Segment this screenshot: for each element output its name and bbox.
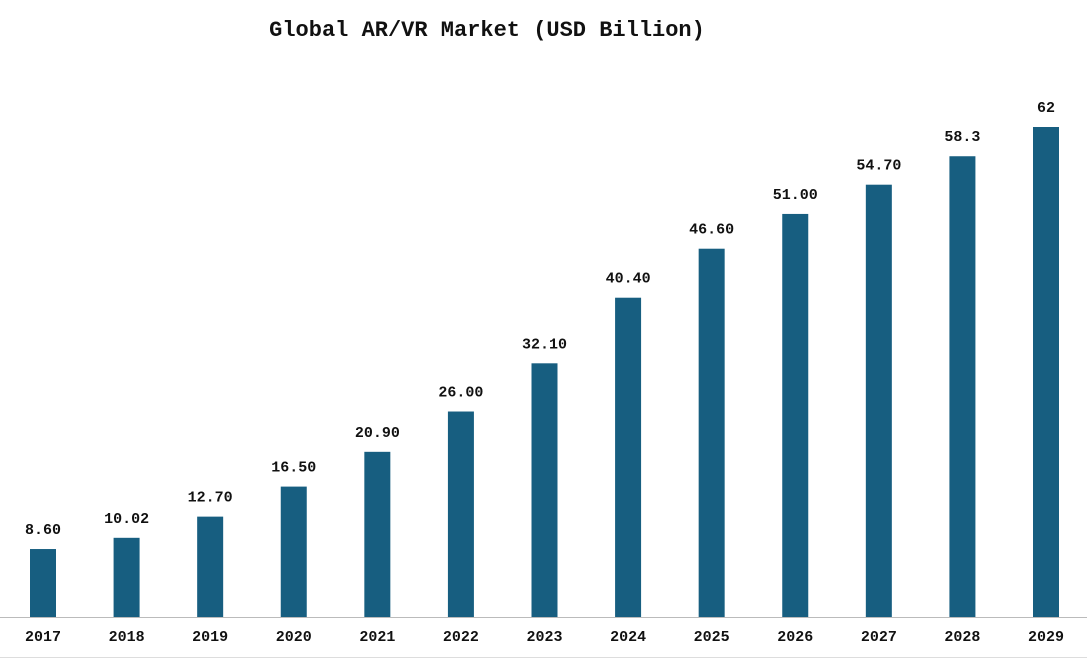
x-tick-label: 2018 [109, 629, 145, 646]
x-tick-label: 2029 [1028, 629, 1064, 646]
bar [197, 516, 224, 617]
bar [364, 451, 391, 617]
value-label: 26.00 [438, 384, 483, 401]
bar [113, 537, 140, 617]
value-label: 16.50 [271, 460, 316, 477]
x-tick-label: 2027 [861, 629, 897, 646]
x-tick-label: 2022 [443, 629, 479, 646]
x-tick-label: 2024 [610, 629, 646, 646]
x-tick-label: 2026 [777, 629, 813, 646]
value-label: 20.90 [355, 425, 400, 442]
bar [30, 549, 56, 617]
x-tick-label: 2025 [694, 629, 730, 646]
value-label: 10.02 [104, 511, 149, 528]
value-label: 40.40 [606, 271, 651, 288]
bar [1033, 127, 1059, 617]
chart-title: Global AR/VR Market (USD Billion) [269, 18, 705, 43]
bar [698, 248, 725, 618]
value-label: 8.60 [25, 522, 61, 539]
value-label: 32.10 [522, 336, 567, 353]
x-tick-label: 2017 [25, 629, 61, 646]
x-tick-label: 2023 [526, 629, 562, 646]
x-tick-label: 2021 [359, 629, 395, 646]
x-tick-label: 2028 [944, 629, 980, 646]
bar [782, 213, 809, 617]
value-label: 62 [1037, 100, 1055, 117]
value-label: 46.60 [689, 222, 734, 239]
value-label: 12.70 [188, 490, 233, 507]
bar [615, 297, 642, 617]
bar [447, 411, 474, 617]
bar [865, 184, 892, 617]
bar [949, 156, 976, 617]
value-label: 54.70 [856, 158, 901, 175]
value-label: 51.00 [773, 187, 818, 204]
value-label: 58.3 [944, 129, 980, 146]
bar [280, 486, 307, 617]
x-tick-label: 2019 [192, 629, 228, 646]
bar [531, 363, 558, 617]
x-tick-label: 2020 [276, 629, 312, 646]
